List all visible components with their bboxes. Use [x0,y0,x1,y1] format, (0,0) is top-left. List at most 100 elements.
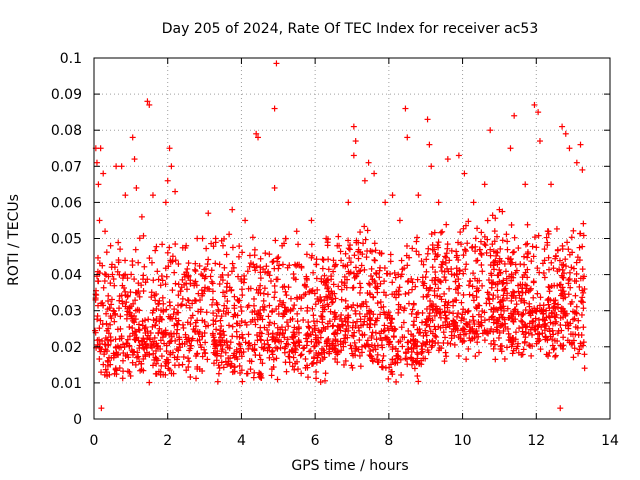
data-point [221,332,228,339]
data-point [133,184,140,191]
data-point [99,337,106,344]
data-point [345,245,352,252]
data-point [138,360,145,367]
data-point [298,305,305,312]
data-point [144,98,151,105]
data-point [298,264,305,271]
data-point [216,261,223,268]
data-point [398,257,405,264]
data-point [115,257,122,264]
data-point [334,322,341,329]
data-point [463,321,470,328]
data-point [210,360,217,367]
data-point [236,341,243,348]
data-point [532,326,539,333]
data-point [282,327,289,334]
data-point [558,305,565,312]
data-point [153,355,160,362]
data-point [379,364,386,371]
data-point [350,352,357,359]
data-point [312,301,319,308]
data-point [535,109,542,116]
data-point [123,315,130,322]
data-point [325,288,332,295]
data-point [560,342,567,349]
data-point [368,333,375,340]
data-point [122,271,129,278]
data-point [415,251,422,258]
data-point [507,310,514,317]
data-point [220,242,226,249]
data-point [365,159,372,166]
data-point [392,345,399,352]
data-point [282,235,289,242]
data-point [321,272,328,279]
data-point [403,350,410,357]
data-point [356,268,363,275]
data-point [279,313,286,320]
data-point [112,336,119,343]
data-point [189,300,196,307]
data-point [380,309,387,316]
data-point [266,344,273,351]
data-point [114,268,121,275]
data-point [419,278,426,285]
data-point [160,308,167,315]
data-point [150,350,157,357]
data-point [506,314,513,321]
data-point [545,301,552,308]
data-point [489,212,496,219]
data-point [143,336,150,343]
data-point [405,289,412,296]
data-point [411,341,418,348]
data-point [549,327,556,334]
data-point [247,366,254,373]
data-point [309,360,316,367]
data-point [205,322,212,329]
data-point [488,270,495,277]
data-point [427,303,434,310]
data-point [444,340,451,347]
data-point [178,301,185,308]
data-point [257,275,264,282]
data-point [370,346,377,353]
data-point [228,268,235,275]
data-point [212,235,219,242]
data-point [171,354,178,361]
data-point [94,337,101,344]
data-point [573,270,580,277]
data-point [291,302,298,309]
data-point [136,327,143,334]
data-point [199,353,206,360]
data-point [431,292,438,299]
data-point [187,345,194,352]
data-point [292,346,299,353]
data-point [426,141,433,148]
data-point [311,290,318,297]
data-point [197,308,204,315]
data-point [551,300,558,307]
data-point [266,319,273,326]
data-point [404,346,411,353]
data-point [132,361,139,368]
data-point [352,138,359,145]
data-point [348,345,355,352]
data-point [162,281,169,288]
data-point [549,342,556,349]
data-point [349,324,356,331]
data-point [167,315,174,322]
data-point [341,335,348,342]
data-point [441,274,448,281]
data-point [275,310,282,317]
data-point [146,379,153,386]
data-point [450,310,457,317]
data-point [552,297,559,304]
data-point [478,322,485,329]
data-point [354,302,361,309]
data-point [415,378,422,385]
data-point [129,325,136,332]
data-point [503,280,510,287]
data-point [398,324,405,331]
data-point [291,366,298,373]
data-point [335,283,342,290]
